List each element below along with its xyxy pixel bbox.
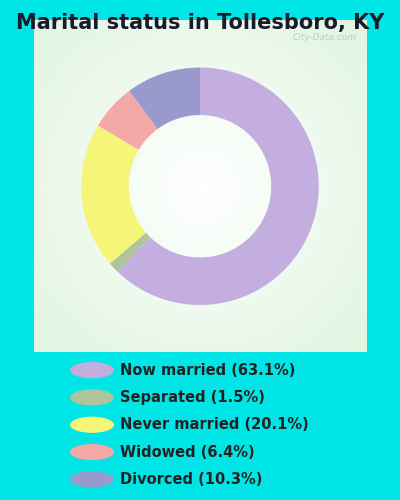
Text: City-Data.com: City-Data.com: [292, 34, 356, 42]
Text: Marital status in Tollesboro, KY: Marital status in Tollesboro, KY: [16, 12, 384, 32]
Wedge shape: [110, 232, 150, 272]
Wedge shape: [81, 126, 146, 264]
Wedge shape: [118, 68, 319, 305]
Circle shape: [70, 390, 114, 406]
Text: Separated (1.5%): Separated (1.5%): [120, 390, 265, 405]
Text: Divorced (10.3%): Divorced (10.3%): [120, 472, 262, 487]
Wedge shape: [98, 91, 158, 150]
Circle shape: [70, 416, 114, 433]
Text: Widowed (6.4%): Widowed (6.4%): [120, 444, 255, 460]
Circle shape: [70, 471, 114, 488]
Text: Now married (63.1%): Now married (63.1%): [120, 362, 295, 378]
Circle shape: [70, 444, 114, 460]
Wedge shape: [129, 68, 200, 129]
Text: Never married (20.1%): Never married (20.1%): [120, 418, 309, 432]
Circle shape: [70, 362, 114, 378]
